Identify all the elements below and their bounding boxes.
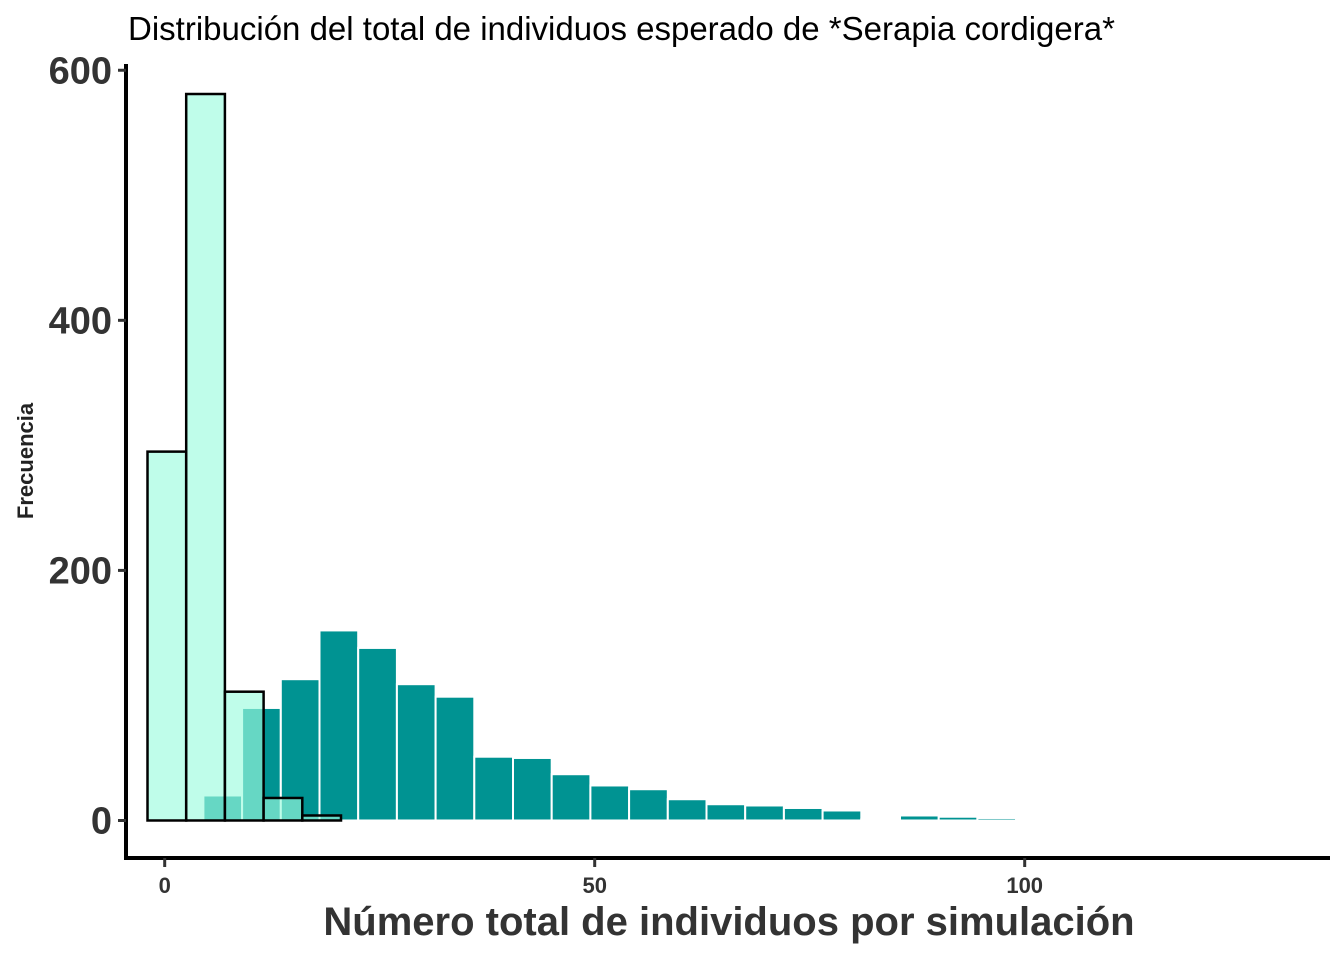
bar-total-22: [1015, 818, 1056, 822]
bar-total-17: [821, 809, 863, 822]
bar-total-16: [782, 806, 824, 822]
bar-total-9: [512, 756, 553, 822]
bar-total-14: [705, 803, 747, 822]
series-front-bars: [146, 92, 343, 822]
y-tick-label: 0: [91, 800, 112, 842]
bar-base-2: [223, 690, 265, 822]
bar-total-21: [976, 816, 1018, 822]
bar-total-18: [860, 818, 901, 822]
bar-base-1: [184, 92, 227, 822]
bar-base-0: [146, 450, 188, 822]
bar-total-19: [899, 814, 940, 822]
bar-total-20: [937, 815, 979, 822]
bar-total-12: [628, 788, 669, 822]
bar-base-4: [301, 814, 343, 822]
y-tick-label: 200: [49, 550, 112, 592]
bar-total-13: [666, 798, 708, 822]
bar-total-28: [1247, 818, 1289, 822]
x-axis-ticks: 0 50 100: [159, 858, 1043, 898]
bar-total-8: [473, 755, 514, 822]
bar-total-5: [357, 646, 398, 822]
chart-title: Distribución del total de individuos esp…: [128, 10, 1115, 47]
series-back-bars: [202, 629, 1289, 822]
x-tick-label: 0: [159, 873, 171, 898]
y-axis-label: Frecuencia: [13, 402, 38, 519]
x-tick-label: 50: [582, 873, 606, 898]
bar-base-3: [262, 796, 304, 822]
bar-total-15: [744, 804, 785, 822]
bar-total-7: [434, 695, 476, 822]
x-axis-label: Número total de individuos por simulació…: [323, 900, 1134, 944]
bar-total-10: [550, 773, 592, 822]
bar-total-11: [589, 784, 631, 822]
y-tick-label: 600: [49, 50, 112, 92]
bar-total-4: [318, 629, 360, 822]
x-tick-label: 100: [1006, 873, 1043, 898]
bar-total-6: [395, 683, 437, 822]
y-tick-label: 400: [49, 300, 112, 342]
y-axis-ticks: 0 200 400 600: [49, 50, 126, 842]
bar-total-23: [1053, 818, 1095, 822]
